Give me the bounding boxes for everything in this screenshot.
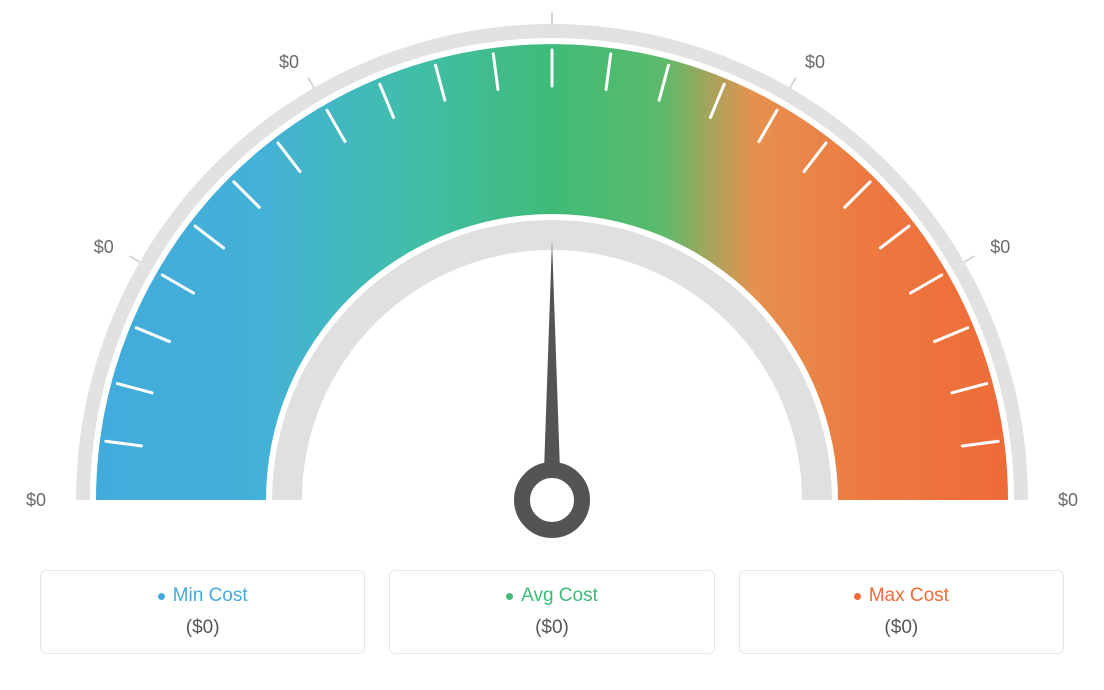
gauge-tick-label: $0	[26, 490, 46, 510]
legend-value-avg: ($0)	[400, 617, 703, 639]
legend-label-max: Max Cost	[869, 585, 949, 607]
legend-card-max: Max Cost ($0)	[739, 570, 1064, 654]
legend-title-max: Max Cost	[854, 585, 949, 607]
gauge-major-tick	[964, 256, 974, 262]
gauge-chart: $0$0$0$0$0$0$0	[0, 0, 1104, 560]
gauge-tick-label: $0	[805, 52, 825, 72]
gauge-svg: $0$0$0$0$0$0$0	[0, 0, 1104, 560]
gauge-needle-hub	[522, 470, 582, 530]
legend-dot-min	[158, 593, 165, 600]
gauge-needle	[543, 240, 561, 500]
legend-label-avg: Avg Cost	[521, 585, 598, 607]
legend-value-max: ($0)	[750, 617, 1053, 639]
gauge-major-tick	[308, 77, 314, 87]
legend-dot-avg	[506, 593, 513, 600]
legend-title-avg: Avg Cost	[506, 585, 598, 607]
gauge-tick-label: $0	[94, 237, 114, 257]
legend-row: Min Cost ($0) Avg Cost ($0) Max Cost ($0…	[40, 570, 1064, 654]
legend-card-avg: Avg Cost ($0)	[389, 570, 714, 654]
gauge-major-tick	[790, 77, 796, 87]
gauge-tick-label: $0	[279, 52, 299, 72]
gauge-major-tick	[129, 256, 139, 262]
legend-value-min: ($0)	[51, 617, 354, 639]
gauge-tick-label: $0	[990, 237, 1010, 257]
legend-dot-max	[854, 593, 861, 600]
legend-title-min: Min Cost	[158, 585, 248, 607]
gauge-tick-label: $0	[1058, 490, 1078, 510]
cost-gauge-widget: $0$0$0$0$0$0$0 Min Cost ($0) Avg Cost ($…	[0, 0, 1104, 690]
legend-label-min: Min Cost	[173, 585, 248, 607]
legend-card-min: Min Cost ($0)	[40, 570, 365, 654]
